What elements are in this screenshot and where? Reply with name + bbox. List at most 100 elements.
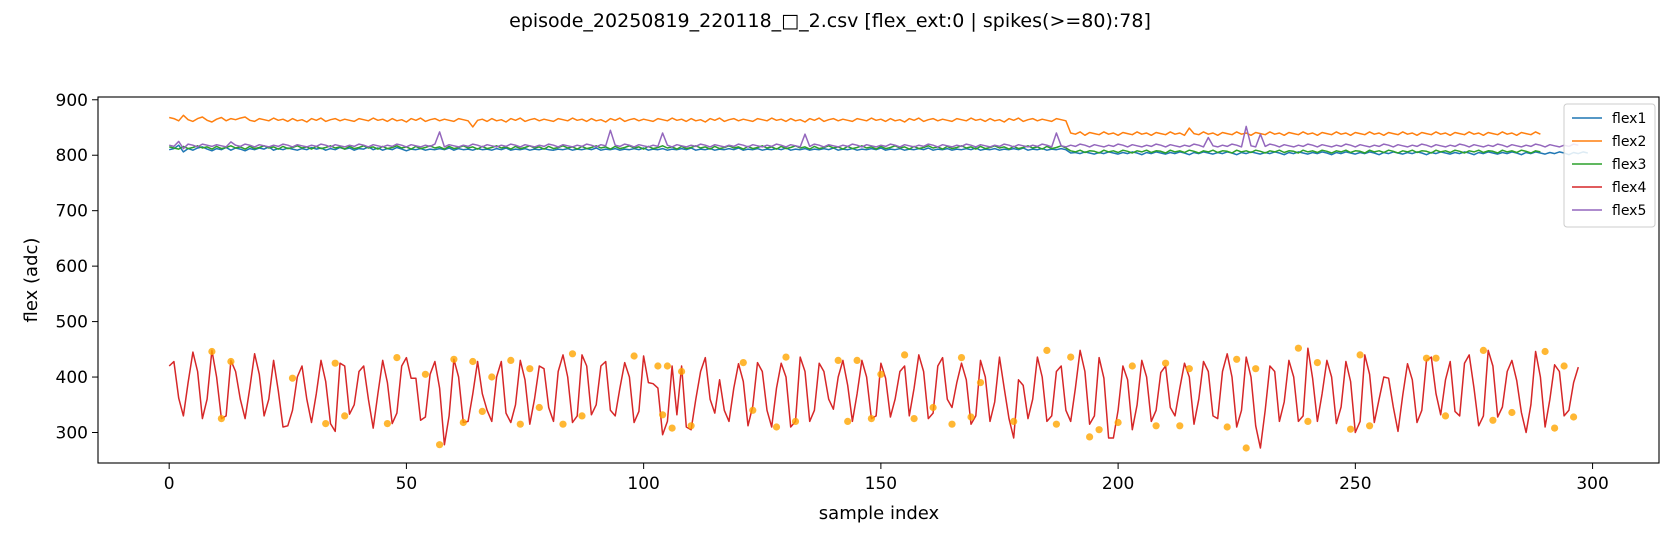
spike-marker bbox=[1347, 425, 1355, 433]
spike-marker bbox=[929, 403, 937, 412]
y-axis: 300 400 500 600 700 800 900 bbox=[56, 91, 98, 444]
spike-marker bbox=[910, 415, 918, 423]
spike-marker bbox=[948, 420, 956, 428]
spike-marker bbox=[1010, 417, 1018, 425]
legend-label: flex4 bbox=[1612, 180, 1646, 196]
spike-marker bbox=[630, 352, 638, 360]
spike-marker bbox=[1152, 422, 1160, 430]
spike-marker bbox=[867, 415, 876, 423]
spike-marker bbox=[1541, 347, 1549, 356]
spike-marker bbox=[1366, 422, 1374, 430]
spike-marker bbox=[331, 359, 339, 367]
y-tick-label: 400 bbox=[56, 368, 88, 388]
y-tick-label: 600 bbox=[56, 257, 88, 277]
spike-marker bbox=[535, 403, 543, 412]
spike-marker bbox=[1508, 408, 1516, 417]
series-line-4 bbox=[168, 347, 1580, 449]
spike-marker bbox=[288, 374, 297, 382]
spike-marker bbox=[436, 441, 444, 449]
x-tick-label: 300 bbox=[1576, 474, 1608, 494]
spike-marker bbox=[341, 412, 349, 420]
x-axis-label: sample index bbox=[819, 503, 940, 524]
x-tick-label: 250 bbox=[1339, 474, 1371, 494]
y-tick-label: 700 bbox=[56, 202, 88, 222]
x-tick-label: 100 bbox=[627, 474, 659, 494]
spike-marker bbox=[1294, 344, 1302, 352]
spike-marker bbox=[663, 362, 672, 370]
spike-marker bbox=[976, 379, 985, 387]
spike-marker bbox=[1551, 424, 1559, 432]
spike-marker bbox=[668, 424, 676, 432]
spike-marker bbox=[739, 359, 747, 367]
legend: flex1 flex2 flex3 flex4 flex5 bbox=[1563, 103, 1656, 228]
x-tick-label: 150 bbox=[865, 474, 897, 494]
series-line-5 bbox=[169, 125, 1579, 150]
x-axis: 0 50 100 150 200 250 300 bbox=[164, 463, 1609, 494]
spike-marker bbox=[459, 418, 467, 427]
spike-marker bbox=[1176, 422, 1184, 430]
spike-marker bbox=[791, 417, 800, 425]
spike-marker bbox=[1252, 365, 1260, 373]
spike-marker bbox=[1095, 426, 1103, 434]
spike-marker bbox=[1128, 362, 1136, 370]
spike-marker bbox=[1304, 417, 1312, 425]
spike-marker-layer bbox=[208, 344, 1578, 452]
y-tick-label: 900 bbox=[56, 91, 88, 111]
spike-marker bbox=[749, 406, 757, 414]
x-tick-label: 0 bbox=[164, 474, 175, 494]
spike-marker bbox=[1052, 420, 1060, 428]
spike-marker bbox=[659, 411, 667, 419]
y-tick-label: 300 bbox=[56, 424, 88, 444]
spike-marker bbox=[488, 373, 496, 381]
spike-marker bbox=[1043, 346, 1051, 354]
spike-marker bbox=[450, 355, 458, 363]
spike-marker bbox=[1422, 354, 1431, 362]
spike-marker bbox=[1489, 416, 1497, 424]
legend-label: flex3 bbox=[1612, 157, 1646, 173]
spike-marker bbox=[578, 412, 586, 420]
spike-marker bbox=[227, 357, 235, 366]
spike-marker bbox=[217, 415, 225, 423]
spike-marker bbox=[1441, 412, 1450, 420]
spike-marker bbox=[877, 370, 885, 378]
legend-label: flex2 bbox=[1612, 134, 1646, 150]
spike-marker bbox=[1162, 359, 1170, 367]
spike-marker bbox=[687, 422, 695, 430]
spike-marker bbox=[1242, 444, 1250, 452]
spike-marker bbox=[1086, 433, 1094, 441]
spike-marker bbox=[559, 420, 567, 428]
spike-marker bbox=[507, 356, 515, 364]
spike-marker bbox=[478, 407, 486, 415]
spike-marker bbox=[772, 423, 781, 431]
spike-marker bbox=[1223, 423, 1231, 431]
spike-marker bbox=[1114, 418, 1122, 427]
x-tick-label: 50 bbox=[396, 474, 418, 494]
spike-marker bbox=[957, 354, 966, 362]
y-tick-label: 800 bbox=[56, 146, 88, 166]
spike-marker bbox=[844, 417, 852, 425]
spike-marker bbox=[568, 350, 577, 358]
y-axis-label: flex (adc) bbox=[21, 238, 42, 323]
y-tick-label: 500 bbox=[56, 313, 88, 333]
plot-series-layer bbox=[168, 114, 1588, 449]
legend-label: flex1 bbox=[1612, 111, 1646, 127]
spike-marker bbox=[208, 347, 216, 356]
spike-marker bbox=[322, 420, 330, 428]
legend-box bbox=[1563, 103, 1656, 228]
spike-marker bbox=[678, 367, 686, 376]
spike-marker bbox=[1432, 354, 1440, 362]
x-tick-label: 200 bbox=[1102, 474, 1134, 494]
spike-marker bbox=[1356, 351, 1364, 359]
spike-marker bbox=[901, 351, 909, 359]
series-line-2 bbox=[169, 114, 1541, 137]
spike-marker bbox=[516, 420, 524, 428]
legend-label: flex5 bbox=[1612, 203, 1646, 219]
spike-marker bbox=[1570, 413, 1578, 421]
plot-frame bbox=[97, 96, 1660, 464]
spike-marker bbox=[1313, 359, 1321, 367]
spike-marker bbox=[1560, 362, 1568, 370]
spike-marker bbox=[1185, 365, 1193, 373]
chart-title: episode_20250819_220118_□_2.csv [flex_ex… bbox=[509, 10, 1151, 32]
series-line-1 bbox=[169, 144, 1588, 156]
